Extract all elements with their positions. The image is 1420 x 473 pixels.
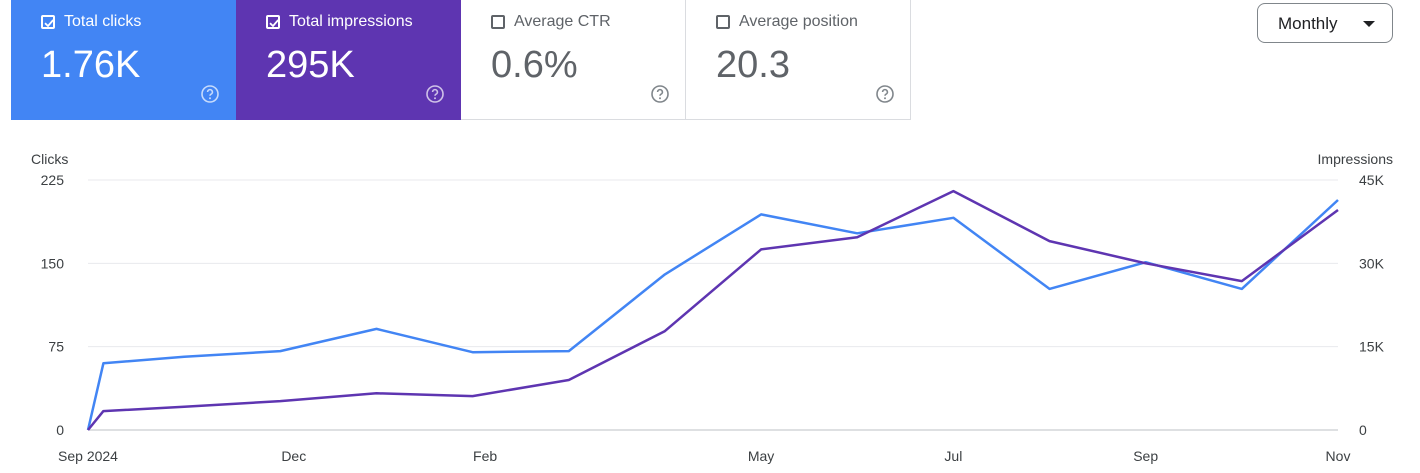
total-clicks-checkbox[interactable] (41, 15, 55, 29)
help-icon[interactable] (875, 84, 895, 104)
checkmark-icon (44, 19, 54, 28)
left-axis-title: Clicks (31, 151, 69, 167)
left-axis-tick-label: 75 (48, 339, 64, 355)
x-axis-tick-label: May (748, 448, 774, 464)
right-axis-tick-label: 15K (1359, 339, 1385, 355)
total-clicks-value: 1.76K (41, 44, 141, 86)
average-position-label: Average position (739, 13, 858, 30)
x-axis-tick-label: Feb (473, 448, 497, 464)
help-icon[interactable] (650, 84, 670, 104)
x-axis-tick-label: Dec (281, 448, 306, 464)
total-impressions-card[interactable]: Total impressions 295K (236, 0, 461, 120)
total-impressions-value: 295K (266, 44, 355, 86)
x-axis-tick-label: Sep 2024 (58, 448, 118, 464)
total-clicks-label: Total clicks (64, 13, 142, 30)
right-axis-tick-label: 45K (1359, 172, 1385, 188)
average-position-card[interactable]: Average position 20.3 (686, 0, 911, 120)
average-ctr-label: Average CTR (514, 13, 611, 30)
average-ctr-card[interactable]: Average CTR 0.6% (461, 0, 686, 120)
right-axis-tick-label: 0 (1359, 422, 1367, 438)
total-clicks-card[interactable]: Total clicks 1.76K (11, 0, 236, 120)
checkmark-icon (269, 19, 279, 28)
total-impressions-checkbox[interactable] (266, 15, 280, 29)
metric-cards: Total clicks 1.76K Total impressions 295… (11, 0, 911, 120)
impressions-series-line (87, 189, 1339, 431)
help-icon[interactable] (200, 84, 220, 104)
average-position-value: 20.3 (716, 44, 790, 86)
left-axis-tick-label: 225 (41, 172, 65, 188)
total-impressions-label: Total impressions (289, 13, 413, 30)
period-dropdown[interactable]: Monthly (1257, 3, 1393, 43)
x-axis-tick-label: Jul (944, 448, 962, 464)
right-axis-title: Impressions (1317, 151, 1393, 167)
chevron-down-icon (1363, 21, 1375, 27)
right-axis-tick-label: 30K (1359, 255, 1385, 271)
x-axis-tick-label: Sep (1133, 448, 1158, 464)
x-axis-tick-label: Nov (1326, 448, 1351, 464)
clicks-series-line (86, 199, 1339, 431)
left-axis-tick-label: 0 (56, 422, 64, 438)
period-dropdown-label: Monthly (1278, 14, 1338, 33)
average-position-checkbox[interactable] (716, 15, 730, 29)
average-ctr-checkbox[interactable] (491, 15, 505, 29)
left-axis-tick-label: 150 (41, 255, 65, 271)
average-ctr-value: 0.6% (491, 44, 578, 86)
help-icon[interactable] (425, 84, 445, 104)
